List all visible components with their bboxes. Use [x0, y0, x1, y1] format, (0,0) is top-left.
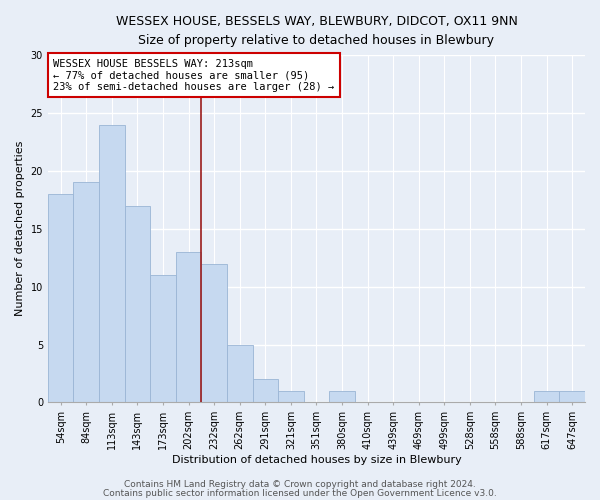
Bar: [73, 182, 99, 402]
Bar: [227, 344, 253, 403]
Bar: [99, 124, 125, 402]
Bar: [253, 380, 278, 402]
Text: Contains HM Land Registry data © Crown copyright and database right 2024.: Contains HM Land Registry data © Crown c…: [124, 480, 476, 489]
X-axis label: Distribution of detached houses by size in Blewbury: Distribution of detached houses by size …: [172, 455, 461, 465]
Text: Contains public sector information licensed under the Open Government Licence v3: Contains public sector information licen…: [103, 490, 497, 498]
Bar: [278, 391, 304, 402]
Bar: [559, 391, 585, 402]
Y-axis label: Number of detached properties: Number of detached properties: [15, 141, 25, 316]
Bar: [202, 264, 227, 402]
Bar: [534, 391, 559, 402]
Bar: [329, 391, 355, 402]
Bar: [125, 206, 150, 402]
Bar: [176, 252, 202, 402]
Title: WESSEX HOUSE, BESSELS WAY, BLEWBURY, DIDCOT, OX11 9NN
Size of property relative : WESSEX HOUSE, BESSELS WAY, BLEWBURY, DID…: [116, 15, 517, 47]
Bar: [150, 275, 176, 402]
Bar: [48, 194, 73, 402]
Text: WESSEX HOUSE BESSELS WAY: 213sqm
← 77% of detached houses are smaller (95)
23% o: WESSEX HOUSE BESSELS WAY: 213sqm ← 77% o…: [53, 58, 335, 92]
